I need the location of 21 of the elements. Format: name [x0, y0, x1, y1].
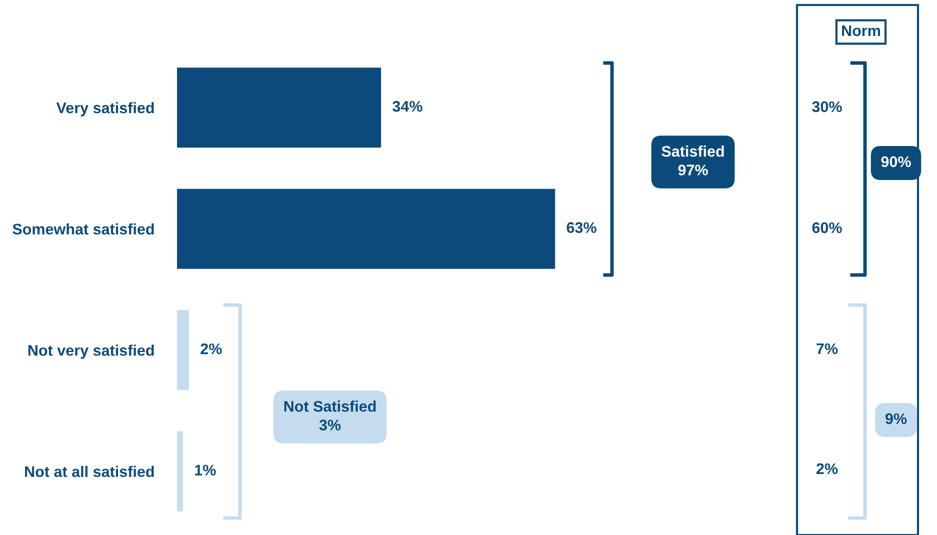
y-tick-label: Not at all satisfied: [25, 466, 154, 478]
text: Satisfied 97%: [662, 146, 724, 176]
data-label: 1%: [195, 464, 216, 476]
text: 90%: [881, 156, 911, 168]
bar: [177, 68, 382, 148]
data-label: 34%: [392, 100, 422, 112]
y-tick-label: Very satisfied: [56, 102, 154, 116]
text: 7%: [816, 343, 838, 354]
text: 30%: [812, 101, 842, 112]
bar: [177, 188, 556, 269]
y-tick-label: Somewhat satisfied: [12, 223, 154, 235]
text: 60%: [812, 222, 842, 234]
data-label: 2%: [200, 343, 222, 354]
data-label: 63%: [566, 222, 596, 233]
bar: [177, 431, 183, 512]
annotation: Not Satisfied 3%: [284, 400, 376, 430]
text: 9%: [885, 413, 907, 424]
y-tick-label: Not very satisfied: [28, 344, 154, 359]
bar: [177, 310, 190, 390]
text: Norm: [842, 25, 880, 36]
text: 2%: [816, 463, 838, 474]
